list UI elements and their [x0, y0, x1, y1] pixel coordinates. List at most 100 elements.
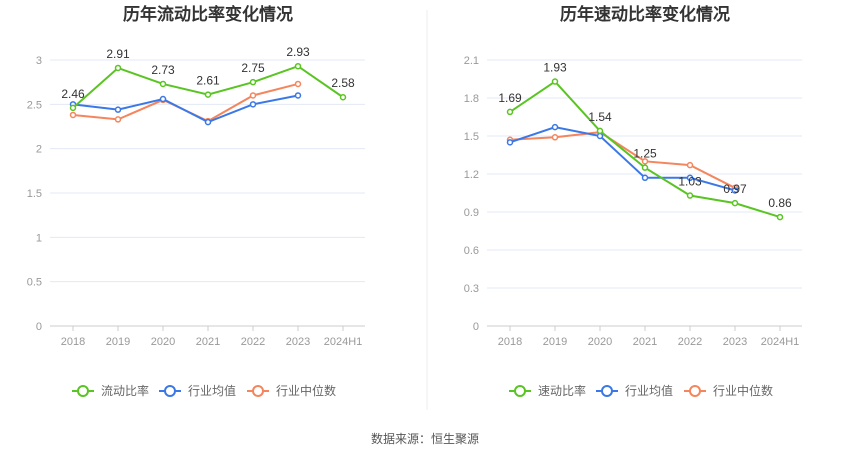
- legend-item[interactable]: 行业中位数: [247, 383, 336, 398]
- data-point[interactable]: [204, 118, 212, 126]
- legend-item[interactable]: 速动比率: [509, 383, 586, 398]
- y-tick-label: 0.6: [464, 245, 479, 257]
- data-point[interactable]: [551, 78, 559, 85]
- x-tick-label: 2021: [196, 336, 220, 348]
- y-tick-label: 2.1: [464, 55, 479, 67]
- x-tick-label: 2019: [543, 336, 567, 348]
- data-point[interactable]: [69, 104, 77, 112]
- data-point[interactable]: [641, 174, 649, 182]
- data-label: 1.03: [678, 175, 702, 189]
- chart-title: 历年流动比率变化情况: [123, 4, 293, 24]
- data-point[interactable]: [114, 106, 122, 113]
- legend-label: 行业中位数: [276, 383, 336, 398]
- data-point[interactable]: [551, 123, 559, 131]
- data-point[interactable]: [294, 92, 302, 99]
- chart-1: 历年流动比率变化情况 0 0.5 1 1.5 2 2.5 3 2018 2019 2020 2021 2…: [27, 4, 365, 398]
- data-point[interactable]: [294, 80, 302, 88]
- data-label: 2.46: [61, 87, 85, 101]
- y-tick-label: 1.5: [464, 131, 479, 143]
- legend-label: 行业均值: [188, 383, 236, 398]
- data-point[interactable]: [641, 158, 649, 165]
- data-point[interactable]: [114, 116, 122, 123]
- x-tick-label: 2024H1: [324, 336, 363, 348]
- data-point[interactable]: [686, 192, 694, 199]
- legend-label: 速动比率: [538, 383, 586, 398]
- y-tick-label: 0: [473, 321, 479, 333]
- legend-marker-icon: [601, 385, 613, 397]
- data-point[interactable]: [114, 64, 122, 72]
- data-label: 0.97: [723, 182, 747, 196]
- data-point[interactable]: [159, 95, 167, 103]
- source-note: 数据来源：恒生聚源: [370, 432, 479, 446]
- legend-marker-icon: [689, 385, 701, 397]
- data-label: 2.75: [241, 61, 265, 75]
- data-point[interactable]: [596, 132, 604, 140]
- x-tick-label: 2024H1: [761, 336, 800, 348]
- series-line-2: [509, 131, 736, 189]
- data-label: 2.73: [151, 63, 175, 77]
- legend-marker-icon: [77, 385, 89, 397]
- y-tick-label: 3: [36, 55, 42, 67]
- data-label: 1.69: [498, 91, 522, 105]
- y-tick-label: 2.5: [27, 99, 42, 111]
- series-line-1: [509, 126, 736, 192]
- data-point[interactable]: [506, 139, 514, 146]
- x-tick-label: 2019: [106, 336, 130, 348]
- data-point[interactable]: [641, 164, 649, 171]
- x-tick-label: 2020: [151, 336, 175, 348]
- data-point[interactable]: [249, 101, 257, 108]
- x-tick-label: 2022: [241, 336, 265, 348]
- data-point[interactable]: [686, 174, 694, 182]
- legend-item[interactable]: 流动比率: [72, 383, 149, 398]
- x-tick-label: 2023: [723, 336, 747, 348]
- data-label: 2.91: [106, 47, 130, 61]
- legend-label: 流动比率: [101, 383, 149, 398]
- data-label: 2.61: [196, 74, 220, 88]
- y-tick-label: 1: [36, 232, 42, 244]
- chart-2: 历年速动比率变化情况 0 0.3 0.6 0.9 1.2 1.5 1.8 2.1 2018 2019…: [464, 4, 802, 398]
- y-tick-label: 1.5: [27, 188, 42, 200]
- y-tick-label: 1.8: [464, 93, 479, 105]
- x-tick-label: 2018: [498, 336, 522, 348]
- data-point[interactable]: [506, 108, 514, 116]
- x-tick-label: 2021: [633, 336, 657, 348]
- legend-item[interactable]: 行业中位数: [684, 383, 773, 398]
- data-point[interactable]: [339, 93, 347, 101]
- data-point[interactable]: [686, 161, 694, 169]
- y-tick-label: 2: [36, 144, 42, 156]
- data-point[interactable]: [596, 127, 604, 135]
- data-point[interactable]: [294, 62, 302, 70]
- x-tick-label: 2022: [678, 336, 702, 348]
- chart-title: 历年速动比率变化情况: [560, 4, 730, 24]
- data-label: 2.58: [331, 76, 355, 90]
- data-point[interactable]: [249, 92, 257, 99]
- data-point[interactable]: [159, 80, 167, 88]
- data-label: 1.93: [543, 61, 567, 75]
- legend-label: 行业均值: [625, 383, 673, 398]
- y-tick-label: 0.3: [464, 283, 479, 295]
- data-point[interactable]: [731, 199, 739, 207]
- y-tick-label: 0.5: [27, 277, 42, 289]
- series-line-1: [72, 94, 299, 124]
- data-point[interactable]: [776, 213, 784, 221]
- data-point[interactable]: [249, 78, 257, 86]
- data-point[interactable]: [69, 111, 77, 119]
- x-tick-label: 2023: [286, 336, 310, 348]
- data-label: 2.93: [286, 45, 310, 59]
- data-point[interactable]: [731, 187, 739, 194]
- data-label: 0.86: [768, 196, 792, 210]
- data-point[interactable]: [204, 91, 212, 98]
- x-tick-label: 2020: [588, 336, 612, 348]
- y-tick-label: 0.9: [464, 207, 479, 219]
- data-label: 1.54: [588, 110, 612, 124]
- legend-item[interactable]: 行业均值: [596, 383, 673, 398]
- legend-label: 行业中位数: [713, 383, 773, 398]
- x-tick-label: 2018: [61, 336, 85, 348]
- data-point[interactable]: [551, 134, 559, 141]
- legend-item[interactable]: 行业均值: [159, 383, 236, 398]
- y-tick-label: 1.2: [464, 169, 479, 181]
- legend-marker-icon: [164, 385, 176, 397]
- y-tick-label: 0: [36, 321, 42, 333]
